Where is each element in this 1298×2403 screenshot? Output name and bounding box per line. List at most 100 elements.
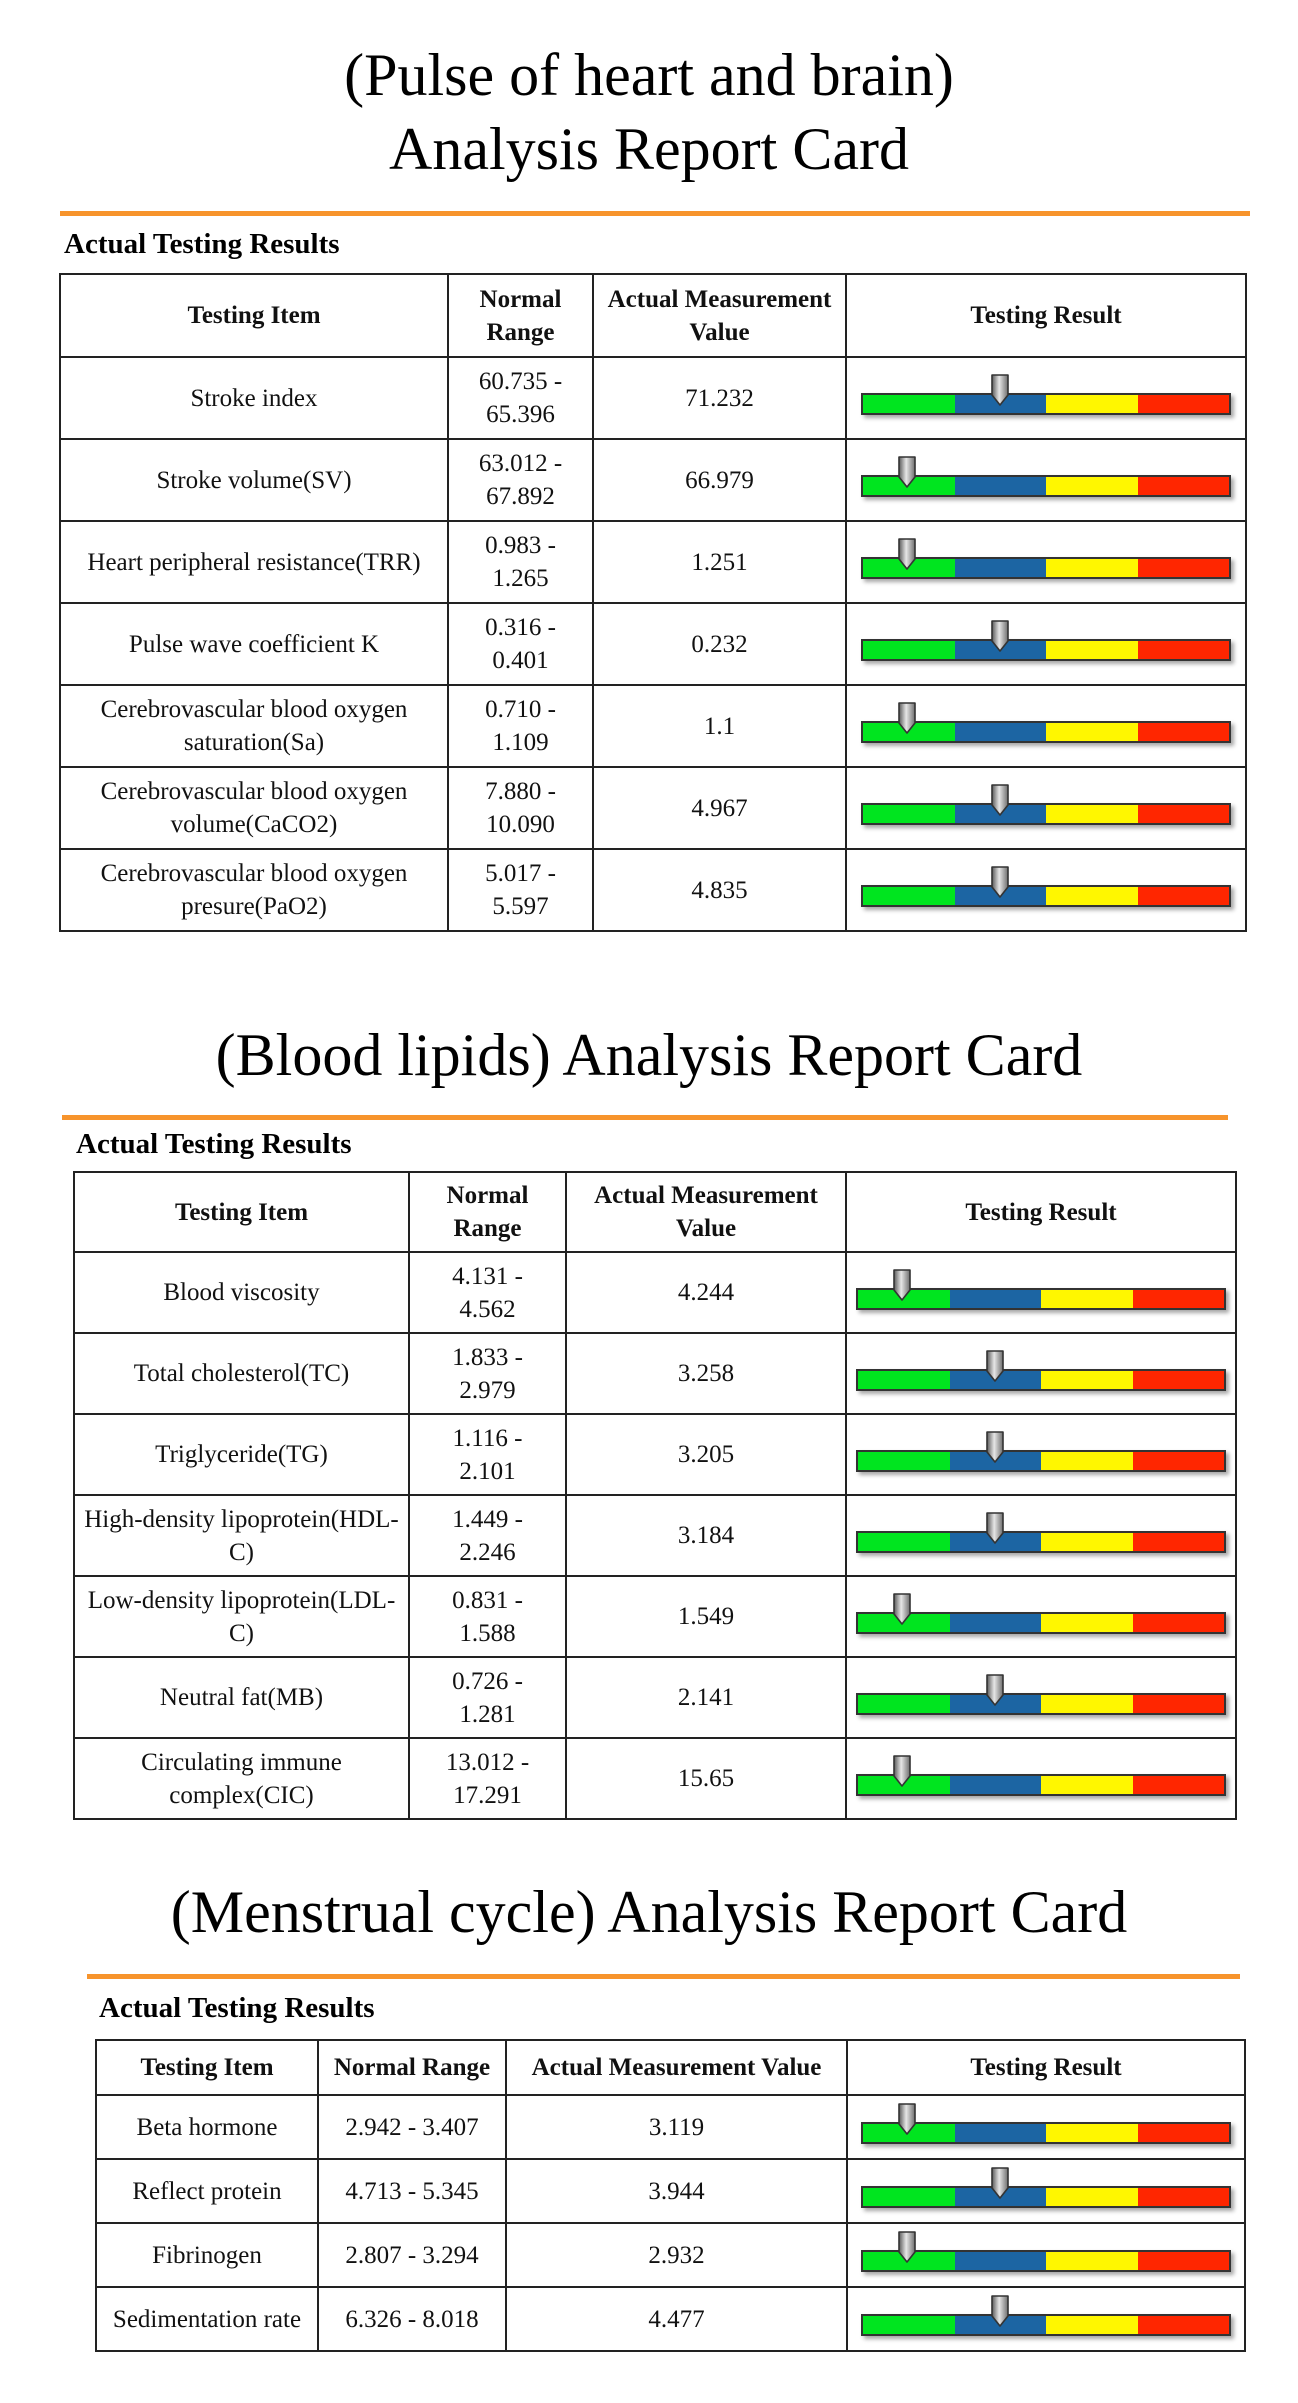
gauge-segment-moderate <box>1046 2252 1138 2270</box>
gauge-segment-normal <box>858 1532 950 1551</box>
header-normal-range: Normal Range <box>408 1171 567 1253</box>
cell-testing-item: Reflect protein <box>95 2158 319 2224</box>
section-title-line-1: (Pulse of heart and brain) <box>344 42 954 108</box>
cell-actual-value: 4.835 <box>592 848 847 932</box>
cell-actual-value: 4.967 <box>592 766 847 850</box>
cell-testing-result <box>845 1494 1237 1577</box>
cell-testing-item: High-density lipoprotein(HDL-C) <box>73 1494 410 1577</box>
results-caption: Actual Testing Results <box>76 1128 352 1160</box>
gauge-segment-severe <box>1137 395 1229 413</box>
cell-actual-value: 3.184 <box>565 1494 847 1577</box>
cell-testing-result <box>845 848 1247 932</box>
result-gauge <box>861 784 1231 829</box>
gauge-segment-mild <box>954 2124 1046 2142</box>
gauge-segment-normal <box>863 395 955 413</box>
gauge-segment-normal <box>858 1370 950 1389</box>
gauge-bar <box>861 885 1231 907</box>
cell-actual-value: 66.979 <box>592 438 847 522</box>
cell-testing-item: Beta hormone <box>95 2094 319 2160</box>
header-actual-value: Actual Measurement Value <box>565 1171 847 1253</box>
result-gauge <box>861 620 1231 665</box>
section-title: (Blood lipids) Analysis Report Card <box>0 1018 1298 1092</box>
gauge-segment-severe <box>1137 641 1229 659</box>
table-row: Blood viscosity 4.131 - 4.562 4.244 <box>73 1251 1237 1334</box>
gauge-segment-mild <box>954 723 1046 741</box>
gauge-segment-moderate <box>1046 805 1138 823</box>
cell-normal-range: 0.710 - 1.109 <box>447 684 594 768</box>
cell-testing-item: Pulse wave coefficient K <box>59 602 449 686</box>
gauge-bar <box>861 721 1231 743</box>
gauge-segment-severe <box>1132 1775 1224 1794</box>
gauge-segment-mild <box>954 2252 1046 2270</box>
table-body: Stroke index 60.735 - 65.396 71.232 Stroke … <box>59 356 1247 932</box>
gauge-segment-severe <box>1137 559 1229 577</box>
gauge-segment-mild <box>949 1613 1041 1632</box>
cell-normal-range: 1.116 - 2.101 <box>408 1413 567 1496</box>
gauge-pointer-icon <box>897 455 917 489</box>
gauge-segment-moderate <box>1046 559 1138 577</box>
gauge-segment-moderate <box>1041 1613 1133 1632</box>
results-table: Testing Item Normal Range Actual Measure… <box>59 273 1247 932</box>
result-gauge <box>856 1268 1226 1314</box>
cell-actual-value: 15.65 <box>565 1737 847 1820</box>
gauge-segment-normal <box>858 1451 950 1470</box>
gauge-pointer-icon <box>897 2102 917 2136</box>
table-header-row: Testing Item Normal Range Actual Measure… <box>73 1171 1237 1253</box>
table-row: Reflect protein 4.713 - 5.345 3.944 <box>95 2158 1246 2224</box>
cell-normal-range: 7.880 - 10.090 <box>447 766 594 850</box>
cell-testing-item: Circulating immune complex(CIC) <box>73 1737 410 1820</box>
results-table: Testing Item Normal Range Actual Measure… <box>73 1171 1237 1820</box>
gauge-segment-severe <box>1132 1370 1224 1389</box>
result-gauge <box>861 456 1231 501</box>
gauge-pointer-icon <box>897 701 917 735</box>
gauge-segment-severe <box>1137 477 1229 495</box>
gauge-pointer-icon <box>897 537 917 571</box>
gauge-bar <box>856 1692 1226 1715</box>
header-testing-result: Testing Result <box>845 273 1247 358</box>
section-title-line-2: Analysis Report Card <box>389 116 909 182</box>
cell-actual-value: 1.251 <box>592 520 847 604</box>
section-divider <box>87 1974 1240 1979</box>
cell-testing-result <box>845 520 1247 604</box>
cell-normal-range: 0.983 - 1.265 <box>447 520 594 604</box>
cell-testing-item: Heart peripheral resistance(TRR) <box>59 520 449 604</box>
table-header-row: Testing Item Normal Range Actual Measure… <box>59 273 1247 358</box>
gauge-segment-normal <box>863 2316 955 2334</box>
cell-testing-result <box>845 684 1247 768</box>
cell-actual-value: 3.258 <box>565 1332 847 1415</box>
gauge-segment-severe <box>1132 1613 1224 1632</box>
cell-actual-value: 2.932 <box>505 2222 848 2288</box>
table-body: Beta hormone 2.942 - 3.407 3.119 Reflect pr… <box>95 2094 1246 2352</box>
gauge-segment-normal <box>863 805 955 823</box>
cell-testing-item: Total cholesterol(TC) <box>73 1332 410 1415</box>
table-row: Cerebrovascular blood oxygen saturation(… <box>59 684 1247 768</box>
table-row: Fibrinogen 2.807 - 3.294 2.932 <box>95 2222 1246 2288</box>
gauge-segment-moderate <box>1046 641 1138 659</box>
cell-testing-result <box>845 1413 1237 1496</box>
gauge-bar <box>861 393 1231 415</box>
gauge-pointer-icon <box>892 1268 912 1302</box>
gauge-segment-severe <box>1132 1451 1224 1470</box>
cell-actual-value: 1.549 <box>565 1575 847 1658</box>
cell-normal-range: 4.713 - 5.345 <box>317 2158 507 2224</box>
gauge-segment-mild <box>954 477 1046 495</box>
cell-normal-range: 13.012 - 17.291 <box>408 1737 567 1820</box>
table-row: High-density lipoprotein(HDL-C) 1.449 - 2… <box>73 1494 1237 1577</box>
gauge-segment-mild <box>954 559 1046 577</box>
result-gauge <box>861 2231 1231 2276</box>
cell-testing-result <box>845 438 1247 522</box>
gauge-segment-normal <box>863 887 955 905</box>
cell-normal-range: 60.735 - 65.396 <box>447 356 594 440</box>
cell-actual-value: 3.944 <box>505 2158 848 2224</box>
result-gauge <box>861 702 1231 747</box>
cell-testing-item: Sedimentation rate <box>95 2286 319 2352</box>
cell-testing-result <box>846 2222 1246 2288</box>
gauge-pointer-icon <box>990 2166 1010 2200</box>
result-gauge <box>856 1592 1226 1638</box>
gauge-bar <box>861 803 1231 825</box>
gauge-segment-moderate <box>1041 1370 1133 1389</box>
gauge-segment-normal <box>858 1694 950 1713</box>
gauge-pointer-icon <box>990 865 1010 899</box>
result-gauge <box>861 538 1231 583</box>
table-row: Cerebrovascular blood oxygen presure(PaO… <box>59 848 1247 932</box>
